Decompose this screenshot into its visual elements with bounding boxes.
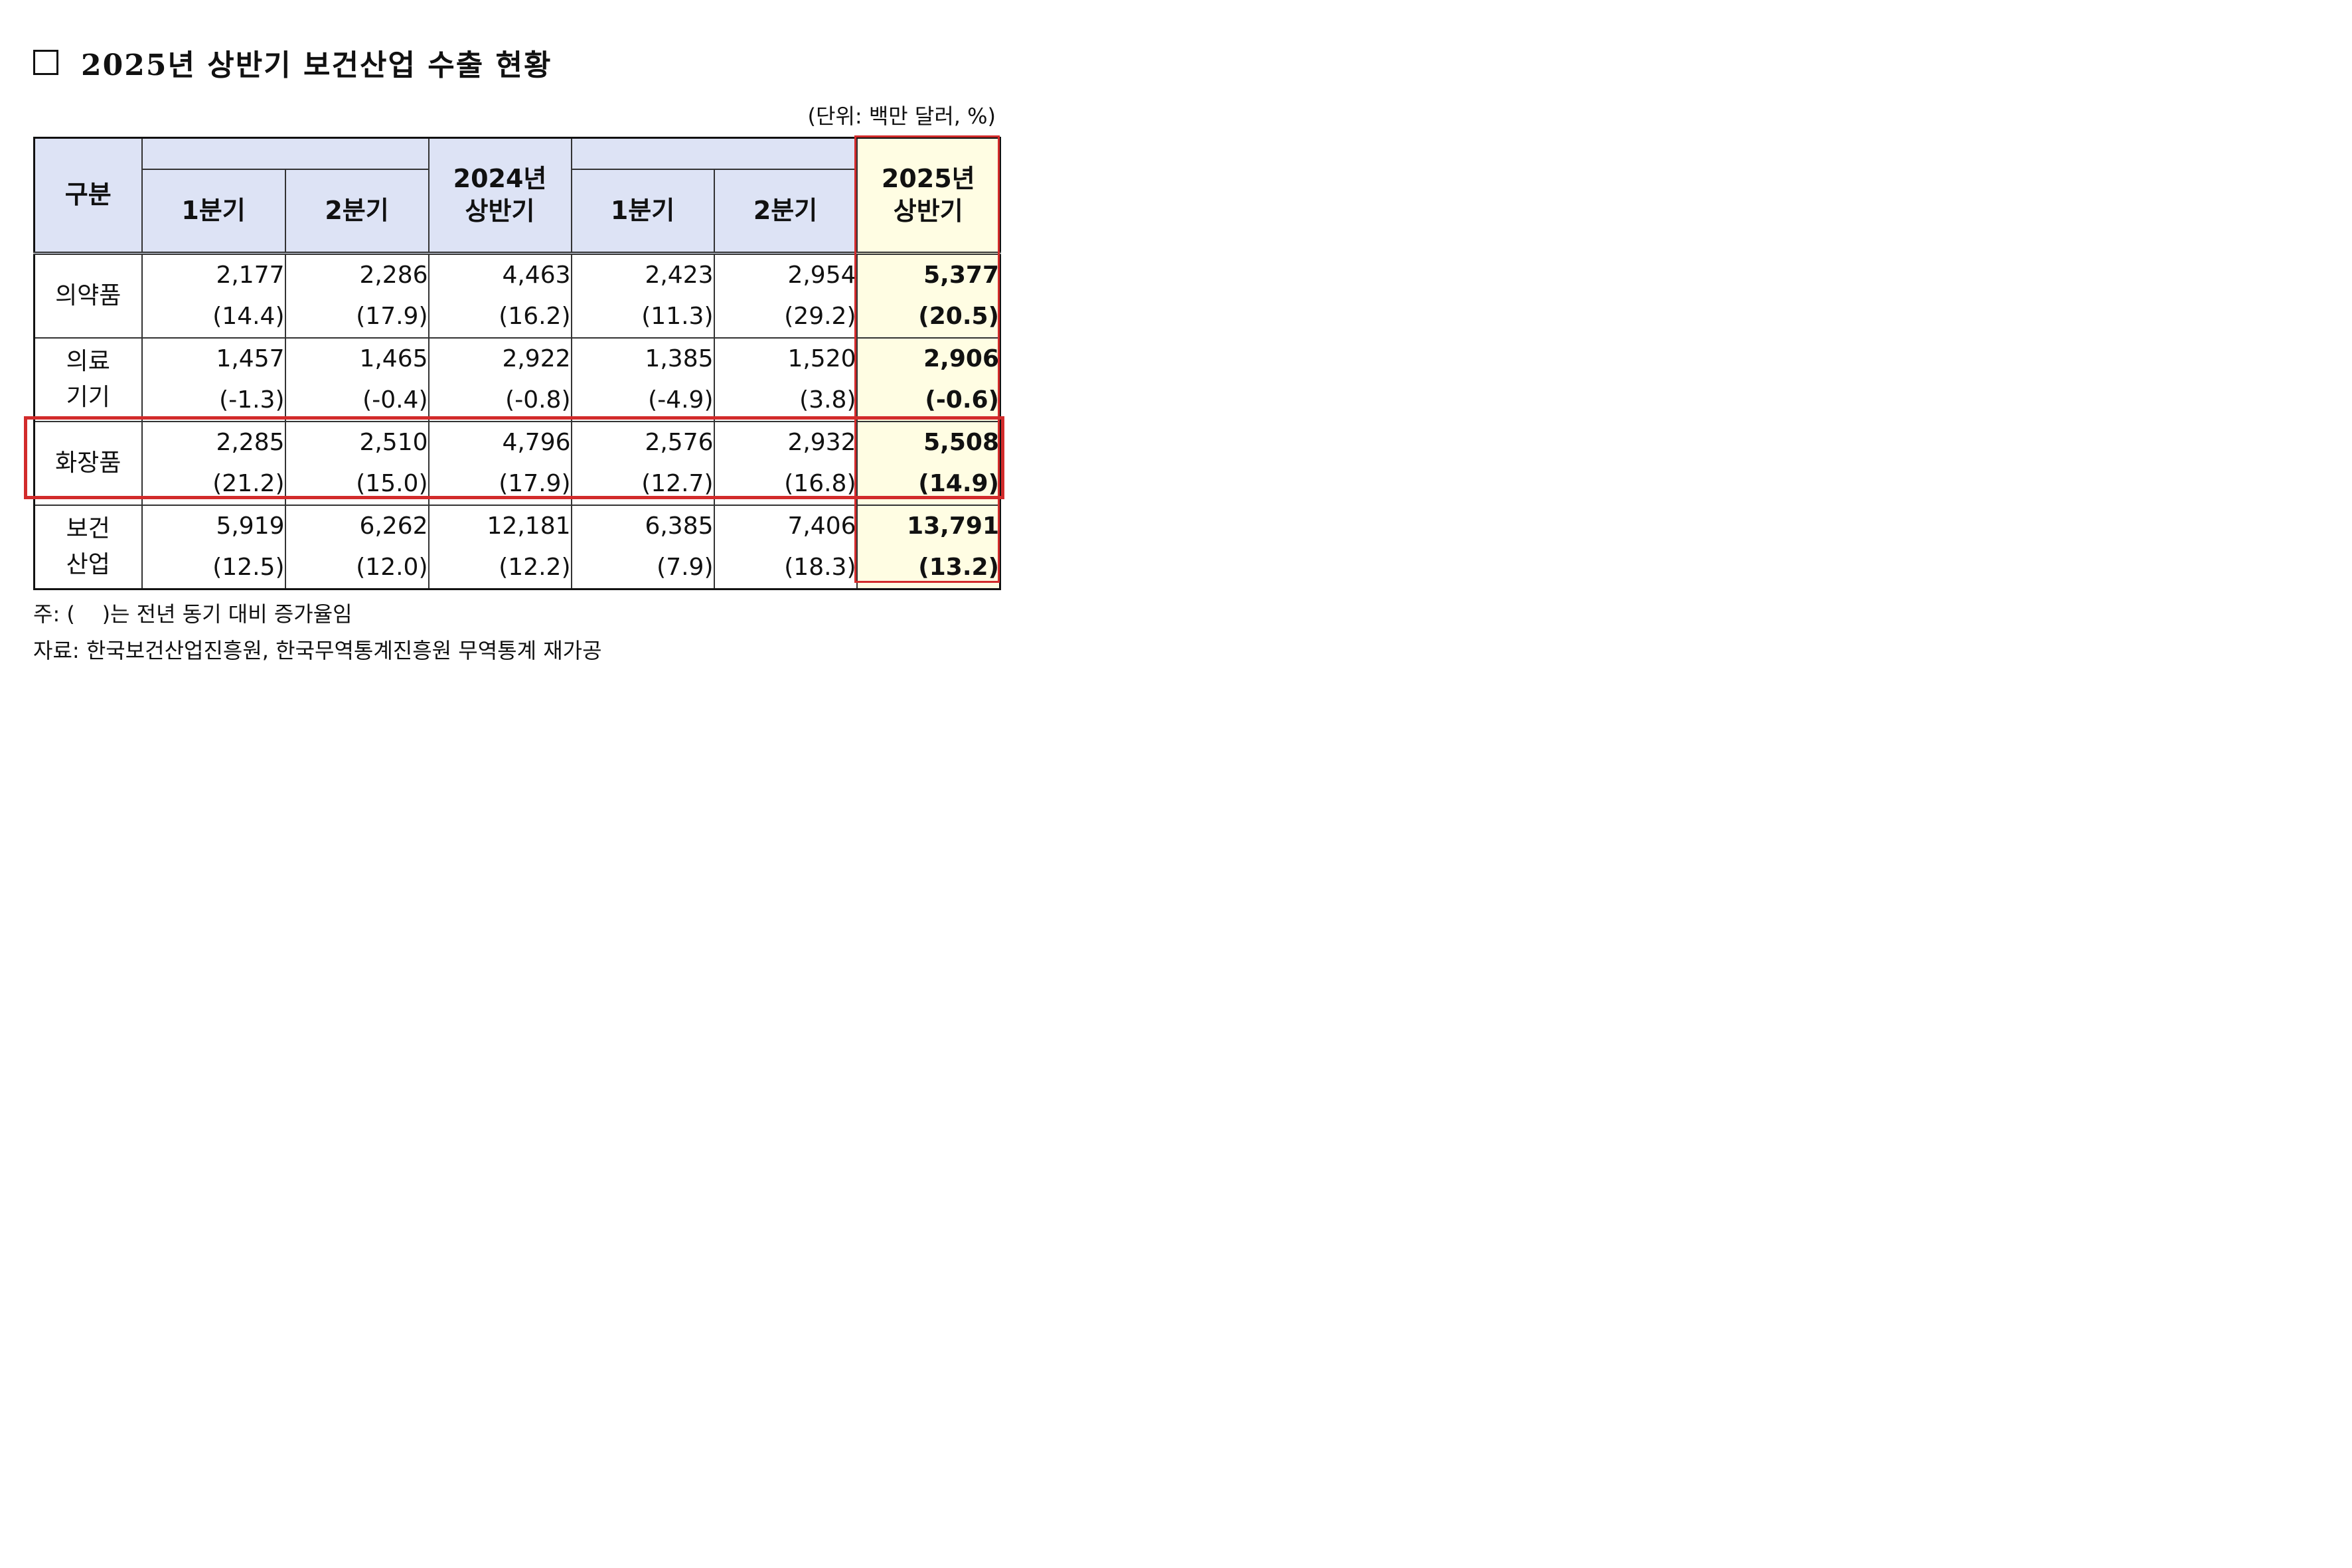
cell-value: 5,508	[923, 429, 999, 456]
table-cell: 6,385 (7.9)	[570, 505, 715, 590]
row-label: 의약품	[33, 252, 143, 339]
cell-value: 6,262	[359, 512, 428, 540]
row-label: 보건 산업	[33, 505, 143, 590]
cell-value: 13,791	[907, 512, 999, 540]
cell-growth: (29.2)	[784, 303, 856, 330]
cell-value: 2,576	[645, 429, 714, 456]
table-cell: 6,262 (12.0)	[284, 505, 430, 590]
cell-value: 2,423	[645, 262, 714, 289]
table-cell: 2,510 (15.0)	[284, 421, 430, 506]
cell-growth: (12.0)	[356, 554, 428, 581]
cell-value: 2,906	[923, 345, 999, 372]
cell-growth: (15.0)	[356, 470, 428, 497]
source-note: 자료: 한국보건산업진흥원, 한국무역통계진흥원 무역통계 재가공	[33, 638, 602, 663]
table-cell: 1,385 (-4.9)	[570, 337, 715, 422]
cell-value: 1,465	[359, 345, 428, 372]
cell-value: 2,932	[787, 429, 856, 456]
row-label: 화장품	[33, 421, 143, 506]
cell-growth: (20.5)	[918, 303, 999, 330]
header-2024-group	[141, 137, 430, 170]
header-2025-h1: 2025년 상반기	[856, 137, 1001, 254]
table-cell: 5,508 (14.9)	[856, 421, 1001, 506]
cell-growth: (17.9)	[356, 303, 428, 330]
table-cell: 2,177 (14.4)	[141, 252, 286, 339]
table-cell: 1,457 (-1.3)	[141, 337, 286, 422]
cell-growth: (12.5)	[212, 554, 285, 581]
cell-growth: (-1.3)	[219, 386, 285, 414]
table-cell: 2,576 (12.7)	[570, 421, 715, 506]
table-cell: 2,932 (16.8)	[713, 421, 858, 506]
cell-growth: (16.2)	[499, 303, 571, 330]
title-text: 2025년 상반기 보건산업 수출 현황	[81, 48, 552, 82]
cell-value: 5,377	[923, 262, 999, 289]
header-category: 구분	[33, 137, 143, 254]
page-title: 2025년 상반기 보건산업 수출 현황	[33, 41, 552, 84]
header-2025-q2: 2분기	[713, 168, 858, 254]
table-cell: 2,285 (21.2)	[141, 421, 286, 506]
table-row: 의료 기기 1,457 (-1.3) 1,465 (-0.4) 2,922 (-0.8) 1,…	[33, 337, 1001, 422]
header-2025-q1: 1분기	[570, 168, 715, 254]
table-cell: 1,465 (-0.4)	[284, 337, 430, 422]
table-cell: 5,919 (12.5)	[141, 505, 286, 590]
header-2024-q2: 2분기	[284, 168, 430, 254]
cell-growth: (12.7)	[641, 470, 714, 497]
cell-value: 1,385	[645, 345, 714, 372]
footnote: 주: ( )는 전년 동기 대비 증가율임	[33, 601, 353, 627]
table-cell: 2,423 (11.3)	[570, 252, 715, 339]
header-2024-q1: 1분기	[141, 168, 286, 254]
cell-growth: (14.4)	[212, 303, 285, 330]
cell-growth: (-0.6)	[925, 386, 999, 414]
cell-value: 2,177	[216, 262, 285, 289]
cell-growth: (3.8)	[799, 386, 856, 414]
table-cell: 1,520 (3.8)	[713, 337, 858, 422]
square-bullet-icon	[33, 50, 58, 75]
cell-growth: (14.9)	[918, 470, 999, 497]
cell-value: 5,919	[216, 512, 285, 540]
export-table: 구분 2024년 상반기 2025년 상반기 1분기 2분기 1분기 2분기 의…	[33, 137, 1001, 590]
cell-growth: (17.9)	[499, 470, 571, 497]
row-label: 의료 기기	[33, 337, 143, 422]
cell-growth: (11.3)	[641, 303, 714, 330]
cell-value: 4,463	[502, 262, 571, 289]
header-2025-group	[570, 137, 858, 170]
cell-value: 7,406	[787, 512, 856, 540]
cell-growth: (-0.4)	[362, 386, 428, 414]
unit-label: (단위: 백만 달러, %)	[807, 104, 996, 129]
cell-value: 2,922	[502, 345, 571, 372]
cell-value: 2,954	[787, 262, 856, 289]
cell-value: 2,510	[359, 429, 428, 456]
cell-growth: (13.2)	[918, 554, 999, 581]
table-cell: 4,796 (17.9)	[428, 421, 572, 506]
table-row: 화장품 2,285 (21.2) 2,510 (15.0) 4,796 (17.9) 2,57…	[33, 421, 1001, 506]
cell-value: 4,796	[502, 429, 571, 456]
table-cell: 2,922 (-0.8)	[428, 337, 572, 422]
table-cell: 4,463 (16.2)	[428, 252, 572, 339]
cell-growth: (18.3)	[784, 554, 856, 581]
cell-value: 1,457	[216, 345, 285, 372]
table-row: 보건 산업 5,919 (12.5) 6,262 (12.0) 12,181 (12.2) 6…	[33, 505, 1001, 590]
header-2024-h1: 2024년 상반기	[428, 137, 572, 254]
table-cell: 2,906 (-0.6)	[856, 337, 1001, 422]
table-cell: 13,791 (13.2)	[856, 505, 1001, 590]
table-cell: 7,406 (18.3)	[713, 505, 858, 590]
table-cell: 5,377 (20.5)	[856, 252, 1001, 339]
table-cell: 12,181 (12.2)	[428, 505, 572, 590]
cell-value: 12,181	[487, 512, 571, 540]
table-cell: 2,286 (17.9)	[284, 252, 430, 339]
cell-value: 1,520	[787, 345, 856, 372]
table-row: 의약품 2,177 (14.4) 2,286 (17.9) 4,463 (16.2) 2,42…	[33, 252, 1001, 339]
cell-growth: (-4.9)	[648, 386, 714, 414]
cell-growth: (7.9)	[657, 554, 714, 581]
cell-value: 2,286	[359, 262, 428, 289]
cell-value: 2,285	[216, 429, 285, 456]
table-cell: 2,954 (29.2)	[713, 252, 858, 339]
cell-growth: (-0.8)	[505, 386, 571, 414]
cell-value: 6,385	[645, 512, 714, 540]
cell-growth: (21.2)	[212, 470, 285, 497]
cell-growth: (12.2)	[499, 554, 571, 581]
cell-growth: (16.8)	[784, 470, 856, 497]
